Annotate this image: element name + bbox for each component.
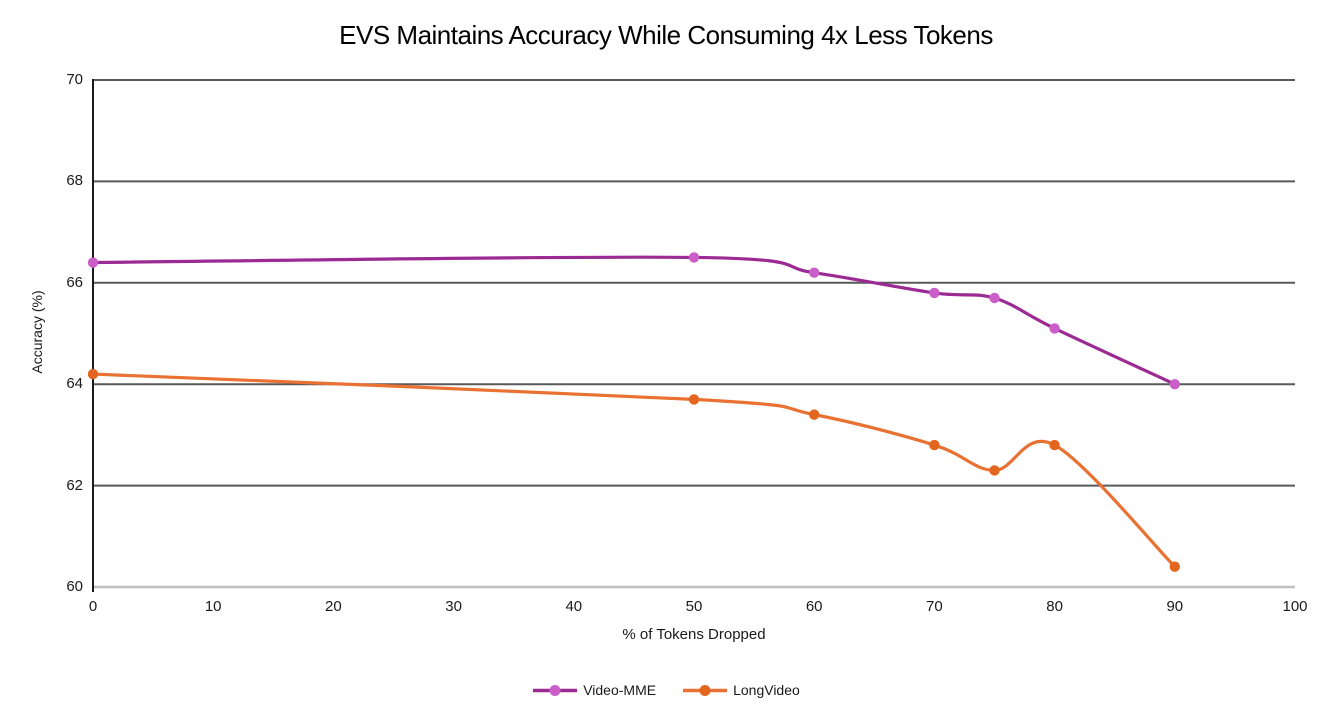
legend-item-video-mme: Video-MME [532,682,656,698]
data-point-video-mme-90 [1169,379,1181,390]
data-point-longvideo-60 [809,409,820,420]
y-tick-label-64: 64 [66,375,83,393]
legend-label-longvideo: LongVideo [733,682,800,698]
x-tick-label-70: 70 [926,598,943,615]
data-point-longvideo-75 [989,465,1000,476]
data-point-longvideo-90 [1169,561,1181,572]
data-point-video-mme-60 [809,267,820,278]
x-tick-label-60: 60 [805,598,823,615]
x-axis-title: % of Tokens Dropped [622,626,766,643]
longvideo-line-marker-icon [683,684,728,696]
y-axis-title: Accuracy (%) [29,290,45,374]
video-mme-line-marker-icon [533,684,578,696]
data-point-video-mme-75 [989,292,1000,304]
x-tick-label-30: 30 [445,598,462,615]
y-tick-label-66: 66 [66,273,83,291]
legend-item-longvideo: LongVideo [682,682,800,698]
y-tick-label-70: 70 [66,71,83,88]
series-line-video-mme [91,255,1177,386]
y-tick-label-60: 60 [66,578,83,595]
data-point-longvideo-0 [87,368,99,380]
legend: Video-MME LongVideo [0,682,1332,698]
x-tick-label-100: 100 [1282,598,1308,615]
x-tick-label-0: 0 [88,598,98,615]
y-tick-label-62: 62 [66,476,83,494]
x-tick-label-90: 90 [1166,598,1184,615]
y-tick-label-68: 68 [66,172,83,190]
data-point-longvideo-70 [929,439,940,451]
data-point-longvideo-80 [1049,439,1060,451]
legend-label-video-mme: Video-MME [583,682,657,698]
x-tick-label-50: 50 [685,598,703,615]
data-point-video-mme-50 [688,252,700,263]
chart-title: EVS Maintains Accuracy While Consuming 4… [339,20,993,50]
data-point-longvideo-50 [688,394,700,405]
x-tick-label-40: 40 [565,598,583,615]
x-tick-label-20: 20 [325,598,342,615]
series-line-longvideo [91,372,1177,569]
data-point-video-mme-0 [87,257,99,268]
x-tick-label-80: 80 [1046,598,1063,615]
x-tick-label-10: 10 [204,598,222,615]
data-point-video-mme-80 [1049,323,1060,334]
data-point-video-mme-70 [929,287,940,299]
